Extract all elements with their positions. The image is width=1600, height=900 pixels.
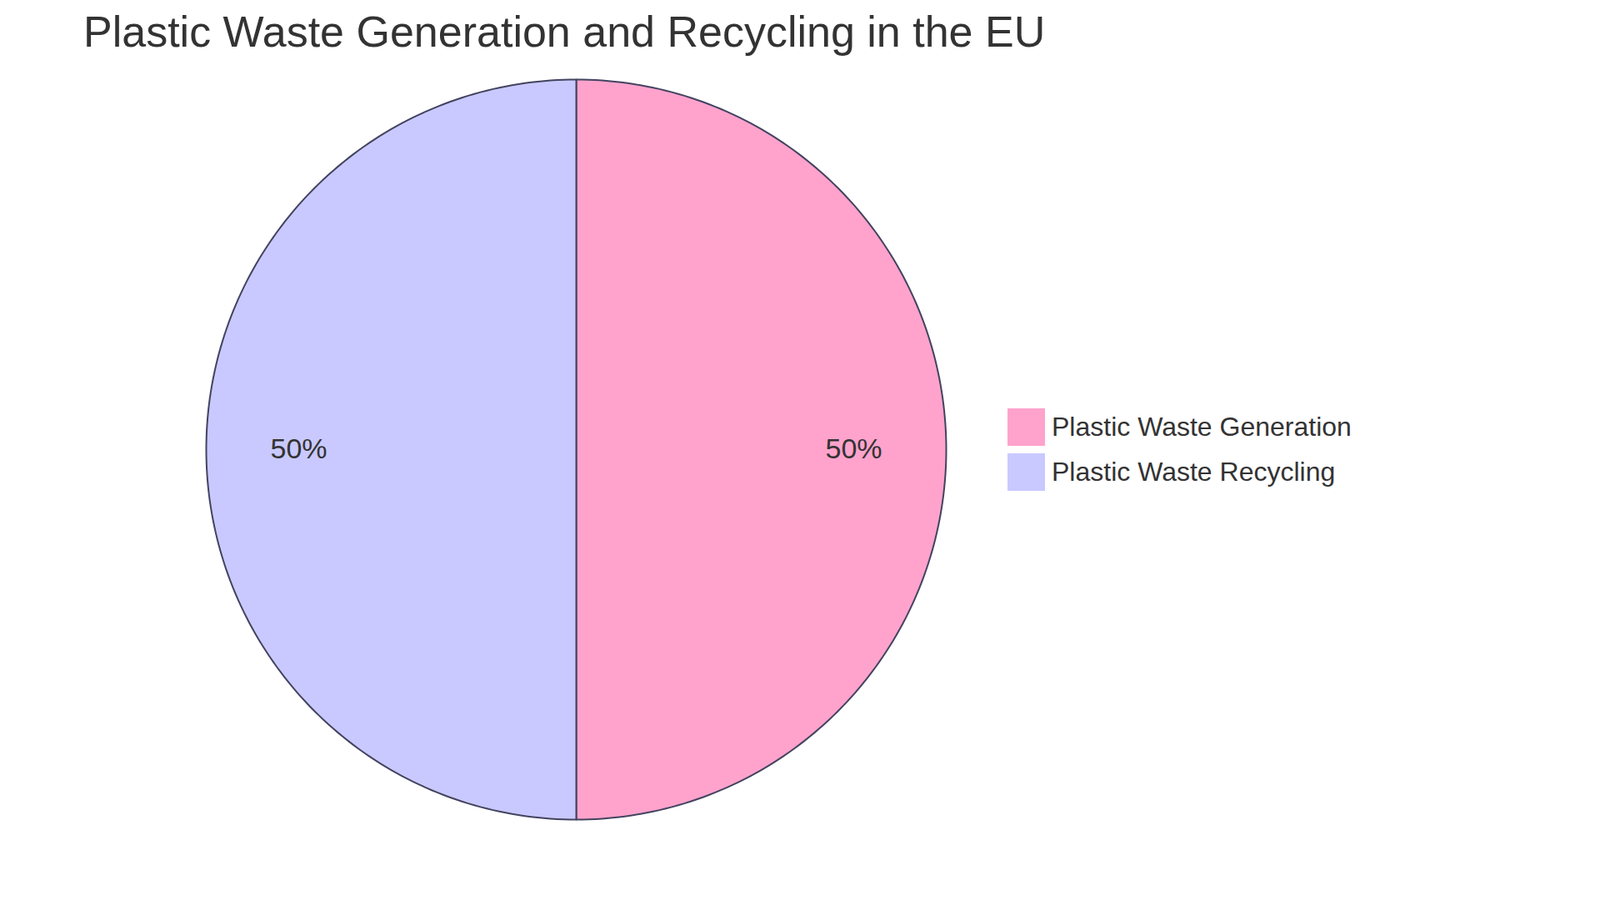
html-text:Plastic Waste Recycling: Plastic Waste Recycling <box>1051 456 1336 487</box>
html-text:Plastic Waste Generation and R: Plastic Waste Generation and Recycling i… <box>83 7 1046 56</box>
html-text:Plastic Waste Generation: Plastic Waste Generation <box>1051 411 1352 442</box>
svg-text:50%: 50% <box>825 432 882 465</box>
svg-text:50%: 50% <box>270 432 327 465</box>
